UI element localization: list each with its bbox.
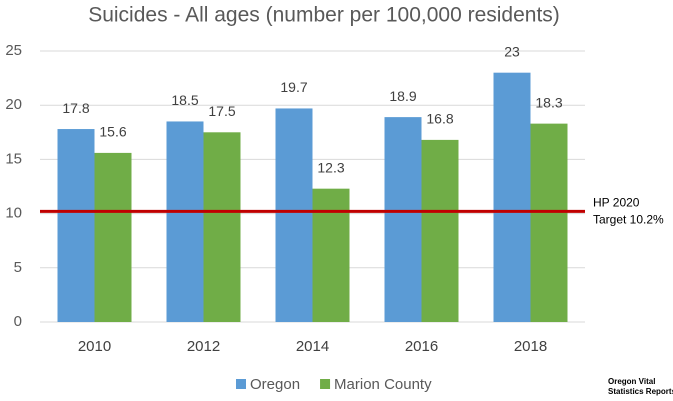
- legend-swatch: [236, 379, 246, 389]
- target-label: Target 10.2%: [593, 213, 664, 227]
- y-tick-label: 5: [14, 259, 22, 276]
- bar: [530, 123, 568, 323]
- value-label: 16.8: [426, 111, 453, 127]
- x-tick-label: 2016: [405, 338, 438, 355]
- bar: [203, 132, 241, 322]
- bar: [312, 188, 350, 322]
- y-tick-label: 10: [5, 205, 22, 222]
- value-label: 23: [504, 43, 520, 59]
- source-note: Statistics Reports: [608, 387, 673, 396]
- bar: [57, 129, 95, 322]
- y-tick-label: 25: [5, 42, 22, 59]
- bar: [421, 139, 459, 322]
- legend-label: Oregon: [250, 376, 300, 393]
- value-label: 18.5: [171, 92, 198, 108]
- value-label: 19.7: [280, 79, 307, 95]
- legend-swatch: [320, 379, 331, 389]
- x-tick-label: 2018: [514, 338, 547, 355]
- chart-title: Suicides - All ages (number per 100,000 …: [88, 4, 560, 27]
- value-label: 18.9: [389, 88, 416, 104]
- source-note: Oregon Vital: [608, 377, 655, 386]
- value-label: 12.3: [317, 159, 344, 175]
- target-label: HP 2020: [593, 196, 640, 210]
- x-tick-label: 2010: [78, 338, 111, 355]
- x-tick-label: 2012: [187, 338, 220, 355]
- y-tick-label: 15: [5, 150, 22, 167]
- value-label: 17.5: [208, 103, 235, 119]
- x-tick-label: 2014: [296, 338, 329, 355]
- value-label: 15.6: [99, 124, 126, 140]
- legend-label: Marion County: [334, 376, 432, 393]
- y-tick-label: 20: [5, 96, 22, 113]
- value-label: 18.3: [535, 94, 562, 110]
- y-tick-label: 0: [14, 313, 22, 330]
- bar: [384, 117, 422, 323]
- bar: [493, 72, 531, 323]
- bar: [166, 121, 204, 323]
- value-label: 17.8: [62, 100, 89, 116]
- bar: [275, 108, 313, 323]
- bar: [94, 152, 132, 322]
